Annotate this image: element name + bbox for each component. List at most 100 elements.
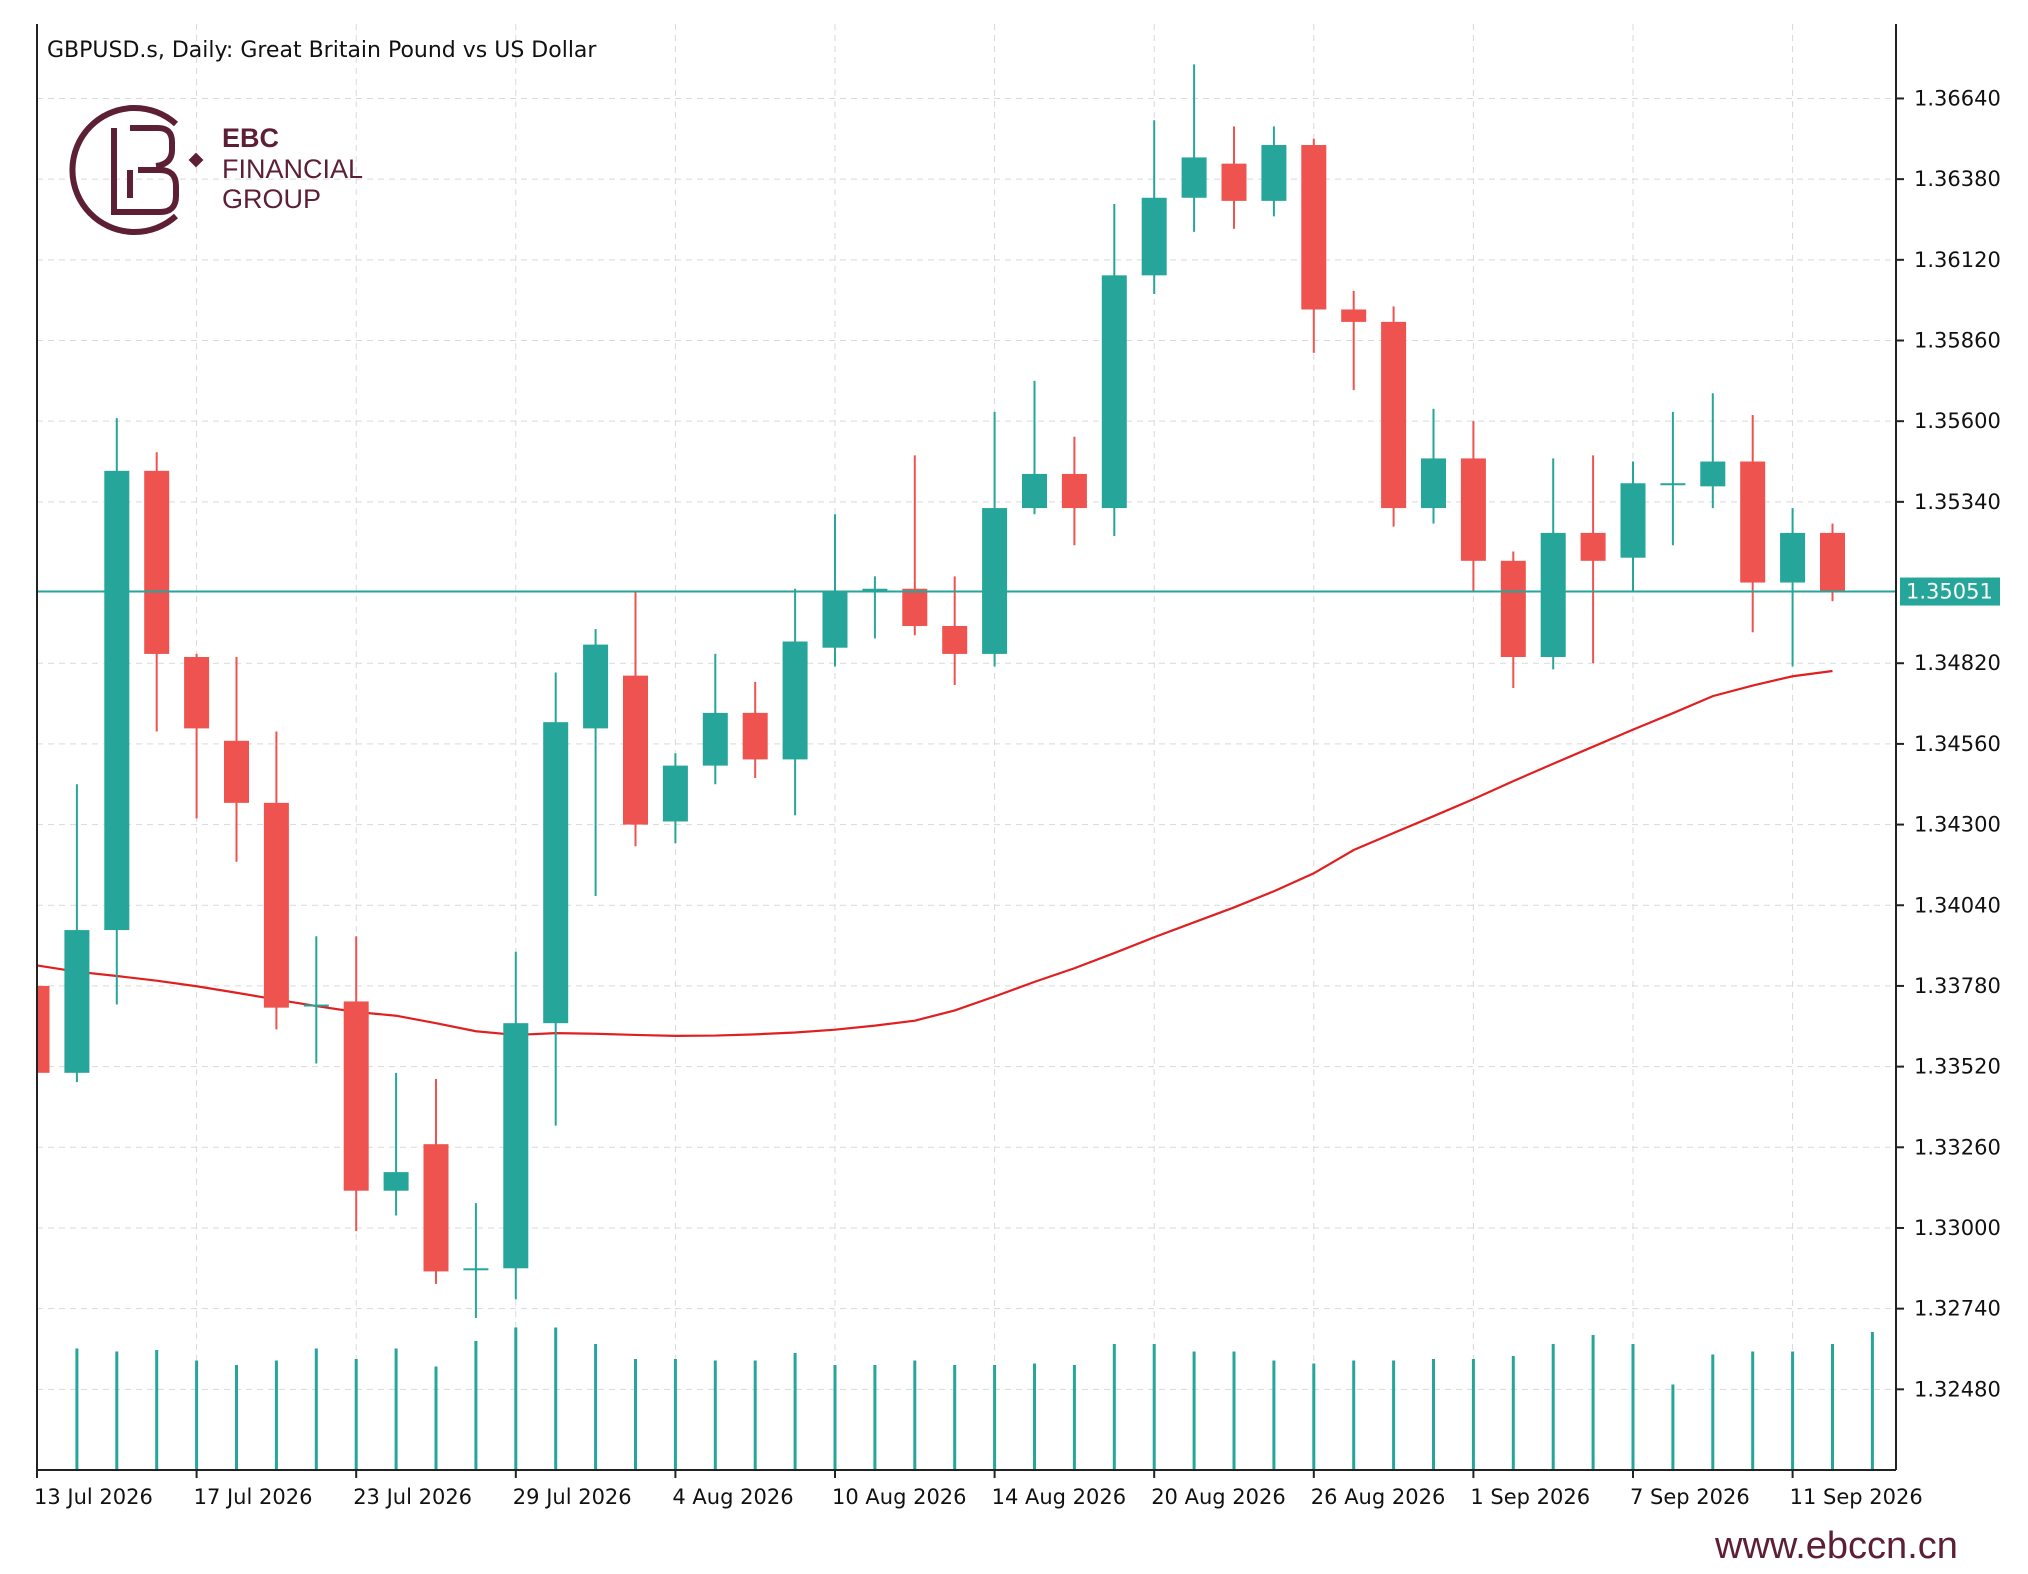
candle-body: [64, 930, 90, 1073]
ebc-logo-icon: [69, 105, 204, 235]
candle-body: [1101, 275, 1127, 509]
candle-body: [982, 508, 1008, 654]
price-axis: 1.36640 1.36380 1.36120 1.35860 1.35600 1.353…: [1896, 86, 2001, 1401]
candle-body: [662, 765, 688, 822]
candle-bullish: [702, 653, 728, 785]
candle-bullish: [1700, 393, 1726, 509]
candle-body: [1341, 309, 1367, 322]
candle-bullish: [1780, 508, 1806, 667]
volume-bar: [1831, 1344, 1834, 1470]
volume-bar: [1511, 1356, 1515, 1470]
candle-body: [1740, 461, 1766, 583]
volume-bar: [115, 1351, 119, 1470]
volume-bar: [514, 1327, 518, 1470]
volume-bar: [1152, 1344, 1156, 1470]
candle-bearish: [423, 1079, 449, 1284]
volume-bar: [1671, 1384, 1675, 1470]
x-tick-label: 23 Jul 2026: [353, 1485, 472, 1509]
candle-bullish: [1101, 203, 1127, 536]
y-tick-label: 1.34300: [1914, 813, 2001, 837]
x-tick-label: 17 Jul 2026: [194, 1485, 313, 1509]
volume-bar: [1751, 1351, 1755, 1470]
candle-body: [303, 1004, 329, 1007]
volume-bar: [394, 1348, 398, 1470]
candle-body: [1660, 483, 1686, 486]
volume-bar: [993, 1365, 997, 1470]
volume-bar: [953, 1365, 957, 1470]
volume-bar: [1232, 1351, 1236, 1470]
ma-line: [36, 669, 1833, 1037]
volume-bar: [1711, 1354, 1715, 1470]
candle-body: [1061, 473, 1087, 509]
candle-body: [782, 641, 808, 760]
candle-bullish: [503, 951, 529, 1300]
candle-body: [942, 625, 968, 654]
website-url: www.ebccn.cn: [1714, 1525, 1958, 1567]
y-tick-label: 1.36120: [1914, 248, 2001, 272]
candle-body: [1460, 458, 1486, 561]
candle-bearish: [1460, 421, 1486, 592]
x-tick-label: 10 Aug 2026: [832, 1485, 967, 1509]
candle-bearish: [623, 591, 648, 847]
candle-bullish: [383, 1072, 409, 1216]
volume-bar: [354, 1359, 358, 1470]
x-tick-label: 7 Sep 2026: [1630, 1485, 1750, 1509]
logo-text-group: GROUP: [222, 184, 321, 214]
volume-bar: [434, 1366, 438, 1470]
x-tick-label: 20 Aug 2026: [1151, 1485, 1286, 1509]
candle-bearish: [1061, 436, 1087, 546]
ebc-logo: EBC FINANCIAL GROUP: [69, 105, 363, 235]
volume-bar: [1631, 1344, 1635, 1470]
volume-bar: [1033, 1363, 1036, 1470]
candle-bearish: [742, 681, 768, 779]
candle-body: [902, 588, 928, 626]
volume-bar: [195, 1360, 199, 1470]
y-tick-label: 1.36380: [1914, 167, 2001, 191]
candle-bearish: [1381, 306, 1407, 527]
x-tick-label: 13 Jul 2026: [34, 1485, 153, 1509]
y-tick-label: 1.33260: [1914, 1135, 2001, 1159]
candle-bullish: [1141, 120, 1167, 294]
candle-bearish: [36, 985, 50, 1073]
volume-bar: [274, 1360, 278, 1470]
candle-body: [37, 985, 50, 1073]
candle-bullish: [1540, 458, 1566, 670]
candle-bearish: [1580, 455, 1606, 664]
x-tick-label: 1 Sep 2026: [1470, 1485, 1590, 1509]
volume-bar: [75, 1348, 79, 1470]
candle-body: [503, 1023, 529, 1269]
candle-bearish: [942, 576, 968, 685]
candle-body: [1141, 197, 1167, 276]
current-price-tag-label: 1.35051: [1906, 580, 1993, 604]
candle-body: [1261, 145, 1287, 201]
candle-bullish: [104, 418, 130, 1005]
plot-frame: [36, 24, 1897, 1471]
x-tick-label: 11 Sep 2026: [1790, 1485, 1923, 1509]
candle-body: [343, 1001, 369, 1191]
volume-bar: [1392, 1360, 1396, 1470]
y-tick-label: 1.32740: [1914, 1297, 2001, 1321]
candle-body: [463, 1268, 489, 1271]
x-tick-label: 14 Aug 2026: [992, 1485, 1127, 1509]
volume-bar: [1591, 1335, 1595, 1470]
volume-bar: [1112, 1344, 1116, 1470]
y-tick-label: 1.34820: [1914, 651, 2001, 675]
volume-bar: [314, 1348, 318, 1470]
volume-bar: [474, 1341, 478, 1470]
candle-body: [1022, 473, 1047, 509]
current-price-tag-bg: [1900, 577, 2000, 606]
candle-bearish: [1820, 523, 1845, 602]
chart-title: GBPUSD.s, Daily: Great Britain Pound vs …: [47, 38, 597, 63]
candle-body: [623, 675, 648, 825]
volume-bar: [1551, 1344, 1555, 1470]
candle-body: [1620, 483, 1646, 558]
volume-bar: [1432, 1359, 1435, 1470]
candle-body: [224, 740, 249, 803]
candle-bullish: [583, 629, 609, 896]
volume-bar: [1471, 1359, 1475, 1470]
volume-bar: [673, 1359, 677, 1470]
y-tick-label: 1.33520: [1914, 1055, 2001, 1079]
y-tick-label: 1.35600: [1914, 409, 2001, 433]
logo-text-ebc: EBC: [222, 123, 279, 153]
